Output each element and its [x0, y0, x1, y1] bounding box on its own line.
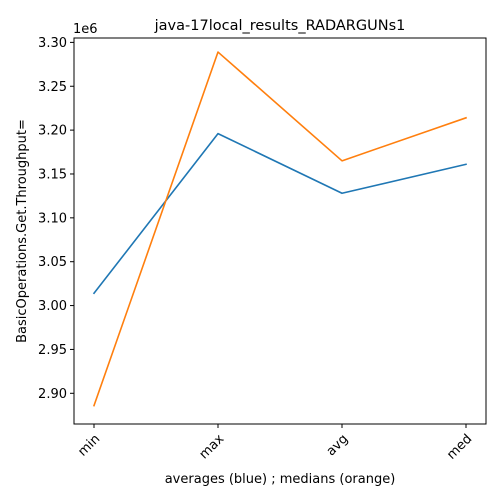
- x-axis-label: averages (blue) ; medians (orange): [165, 472, 396, 487]
- x-tick-label-min: min: [75, 432, 103, 460]
- y-tick-label: 3.05: [38, 255, 67, 270]
- x-tick-label-avg: avg: [324, 432, 352, 460]
- series-layer: [92, 51, 468, 407]
- y-tick-label: 3.20: [38, 124, 67, 139]
- x-tick-label-med: med: [444, 432, 475, 463]
- y-tick-label: 3.30: [38, 36, 67, 51]
- y-tick-label: 3.15: [38, 167, 67, 182]
- y-tick-label: 2.90: [38, 387, 67, 402]
- y-axis-offset-label: 1e6: [73, 22, 98, 37]
- y-axis-label: BasicOperations.Get.Throughput=: [15, 119, 30, 343]
- chart-title: java-17local_results_RADARGUNs1: [154, 18, 406, 34]
- y-tick-label: 3.00: [38, 299, 67, 314]
- plot-frame: [73, 37, 487, 425]
- series-line-1: [92, 51, 468, 407]
- y-tick-label: 3.25: [38, 80, 67, 95]
- y-tick-label: 2.95: [38, 343, 67, 358]
- series-line-0: [92, 132, 467, 295]
- x-axis: min max avg med: [75, 424, 475, 463]
- x-tick-label-max: max: [197, 431, 228, 462]
- y-tick-label: 3.10: [38, 211, 67, 226]
- y-axis: 2.90 2.95 3.00 3.05 3.10 3.15 3.20 3.25 3.30: [38, 36, 74, 402]
